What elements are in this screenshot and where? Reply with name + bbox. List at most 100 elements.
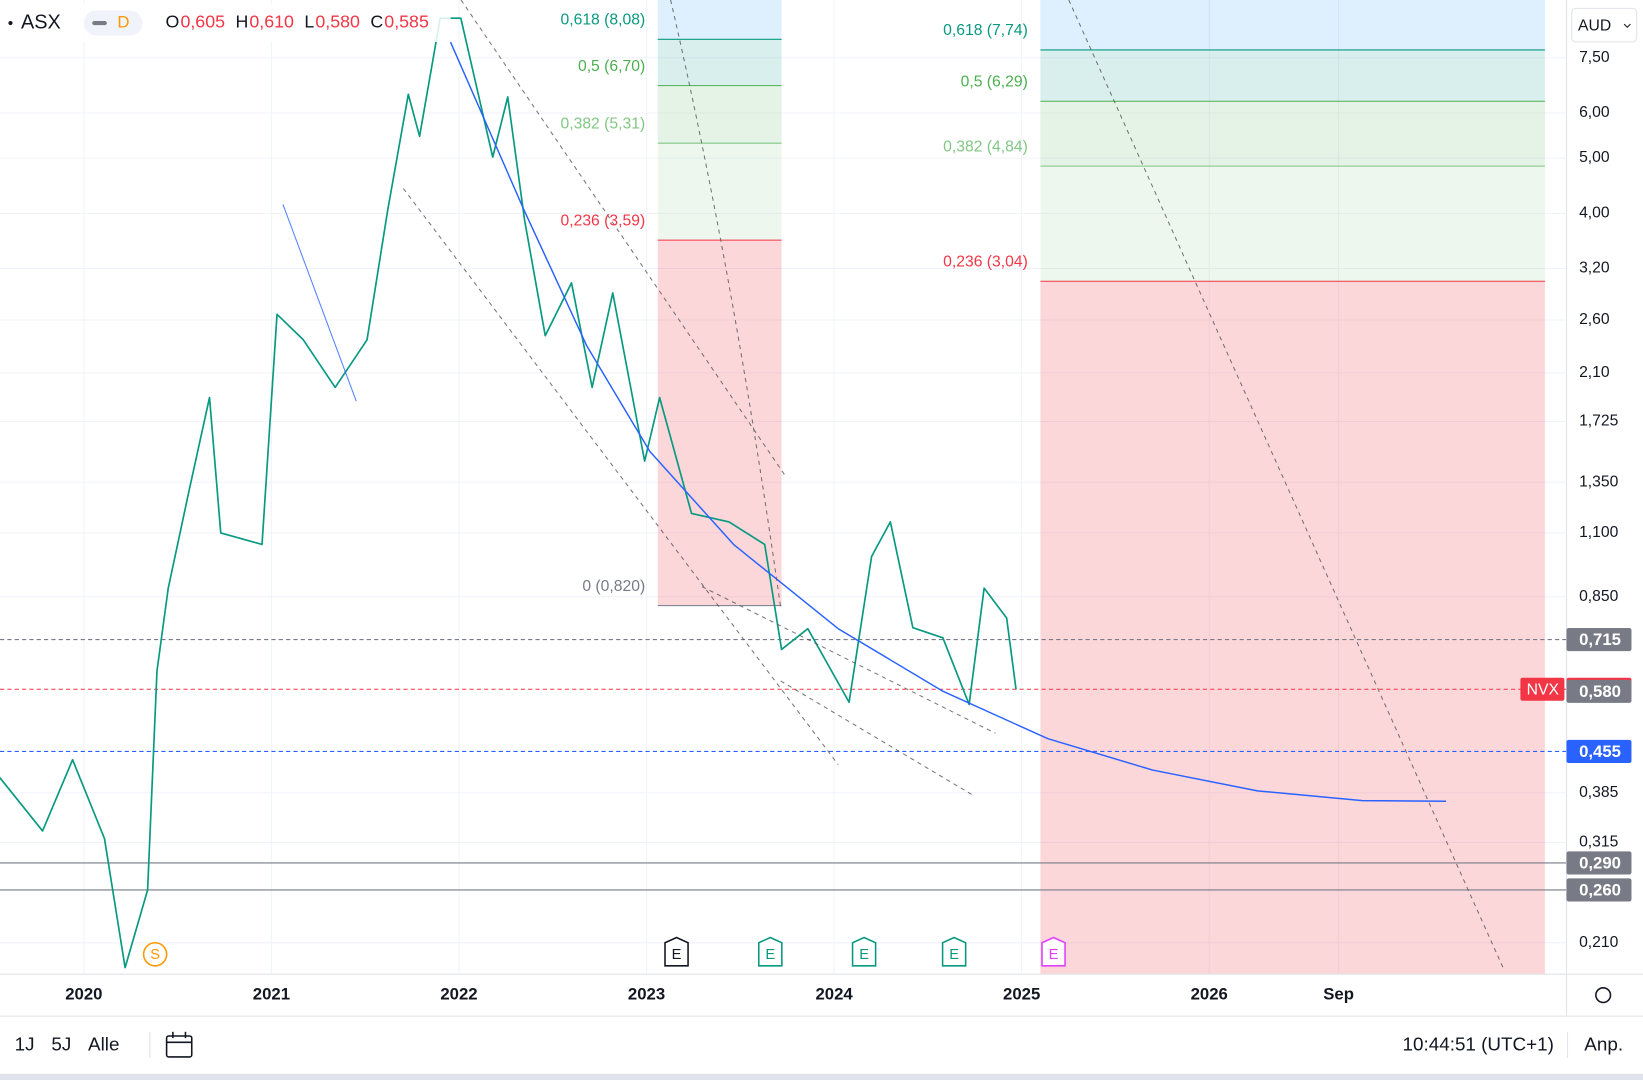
currency-button[interactable]	[1571, 7, 1638, 43]
event-shape	[851, 936, 877, 967]
legend-header: ASX D O 0,605 H 0,610 L 0,580 C 0,585	[0, 4, 451, 42]
price-badge: 0,455	[1566, 739, 1632, 763]
badge-label: 0,455	[1579, 742, 1621, 761]
calendar-body	[165, 1035, 193, 1058]
fib-label: 0,5 (6,29)	[961, 74, 1028, 91]
range-button[interactable]: Alle	[88, 1033, 119, 1054]
range-buttons: 1J 5J Alle	[15, 1033, 120, 1054]
y-tick-label: 5,00	[1579, 149, 1610, 166]
badge-label: 0,260	[1579, 880, 1621, 899]
price-axis-panel	[1566, 0, 1643, 1017]
y-tick-label: 2,10	[1579, 364, 1610, 381]
price-badge: 0,290	[1566, 851, 1632, 875]
event-label: E	[1049, 947, 1059, 963]
price-axis: 7,50 6,00 5,00 4,00 3,20 2,60 2,10 1,725 1,350 1,…	[1579, 49, 1619, 951]
event-label: E	[859, 947, 869, 963]
y-tick-label: 6,00	[1579, 104, 1610, 121]
fib-zone	[657, 240, 782, 606]
calendar-icon[interactable]	[165, 1031, 193, 1058]
y-tick-label: 0,315	[1579, 834, 1619, 851]
fib-zone	[1040, 49, 1545, 102]
fib-zone	[1040, 0, 1545, 50]
fib-label: 0,618 (8,08)	[561, 12, 646, 29]
event-marker[interactable]: E	[941, 936, 967, 967]
event-marker[interactable]: E	[851, 936, 877, 967]
pill-icon	[92, 20, 107, 26]
event-shape	[664, 936, 689, 967]
x-tick-label: 2023	[628, 985, 665, 1004]
x-tick-label: 2026	[1191, 985, 1228, 1004]
range-button[interactable]: 1J	[15, 1033, 35, 1054]
interval-pill[interactable]	[83, 10, 143, 36]
header-bg	[0, 4, 451, 42]
ohlc: O 0,605 H 0,610 L 0,580 C 0,585	[166, 12, 429, 32]
badge-bg	[1566, 878, 1632, 902]
event-marker[interactable]: E	[664, 936, 689, 967]
fib-zone	[657, 85, 782, 144]
x-tick-label: 2022	[440, 985, 477, 1004]
event-marker[interactable]: E	[758, 936, 783, 967]
fib-label: 0,236 (3,04)	[943, 254, 1028, 271]
price-line-series	[0, 17, 1017, 969]
event-label: E	[765, 947, 775, 963]
channel-line	[402, 188, 839, 766]
fib-zone	[1040, 101, 1545, 167]
badge-bg	[1566, 628, 1632, 652]
fib-zone	[657, 39, 782, 86]
symbol-label: NVX	[1527, 681, 1560, 698]
channel-line	[460, 0, 787, 477]
badge-label: 0,580	[1579, 682, 1621, 701]
price-badge: 0,580	[1566, 679, 1632, 703]
fib-label: 0,618 (7,74)	[943, 22, 1028, 39]
y-tick-label: 1,350	[1579, 473, 1619, 490]
symbol-bg	[1520, 677, 1565, 701]
event-marker[interactable]: E	[1041, 936, 1066, 967]
time-axis: 2020 2021 2022 2023 2024 2025 2026 Sep	[65, 985, 1354, 1004]
fib-label: 0,382 (4,84)	[943, 138, 1028, 155]
plot-area	[0, 0, 1567, 975]
price-badge: 0,715	[1566, 628, 1632, 652]
event-shape	[941, 936, 967, 967]
y-tick-label: 1,100	[1579, 524, 1619, 541]
x-tick-label: 2020	[65, 985, 102, 1004]
clock: 10:44:51 (UTC+1)	[1403, 1033, 1554, 1054]
range-button[interactable]: 5J	[51, 1033, 71, 1054]
event-marker[interactable]: S	[142, 941, 168, 967]
badge-bg	[1566, 851, 1632, 875]
currency[interactable]: AUD	[1578, 17, 1611, 34]
fib-label: 0,236 (3,59)	[561, 212, 646, 229]
bottom-strip	[0, 1073, 1643, 1080]
event-shape	[758, 936, 783, 967]
ohlc-key: O	[166, 12, 180, 32]
y-tick-label: 0,850	[1579, 588, 1619, 605]
curve-line	[670, 0, 782, 608]
badge-label: 0,715	[1579, 630, 1621, 649]
fib-zone	[1040, 166, 1545, 282]
event-label: S	[150, 947, 160, 963]
chevron	[1623, 23, 1631, 28]
adjust-button[interactable]: Anp.	[1584, 1033, 1623, 1054]
x-tick-label: 2024	[815, 985, 853, 1004]
event-label: E	[672, 947, 682, 963]
y-tick-label: 0,210	[1579, 934, 1619, 951]
badge-label: 0,290	[1579, 853, 1621, 872]
x-tick-label: 2025	[1003, 985, 1040, 1004]
ohlc-value: 0,610	[249, 12, 294, 32]
drawings	[282, 0, 1505, 970]
fib-zone	[657, 0, 782, 40]
fib-zone	[657, 143, 782, 241]
trend-line	[282, 204, 357, 402]
ohlc-value: 0,585	[384, 12, 429, 32]
y-tick-label: 4,00	[1579, 204, 1610, 221]
y-tick-label: 3,20	[1579, 260, 1610, 277]
fib-zone	[1040, 281, 1545, 975]
settings-icon[interactable]	[1595, 987, 1612, 1004]
interval[interactable]: D	[117, 12, 129, 31]
y-tick-label: 2,60	[1579, 311, 1610, 328]
event-label: E	[949, 947, 959, 963]
fib-label: 0,5 (6,70)	[578, 58, 645, 75]
overlay: 0,618 (8,08) 0,5 (6,70) 0,382 (5,31) 0,236 …	[561, 12, 1028, 595]
y-tick-label: 0,385	[1579, 784, 1619, 801]
price-badge: 0,260	[1566, 878, 1632, 902]
